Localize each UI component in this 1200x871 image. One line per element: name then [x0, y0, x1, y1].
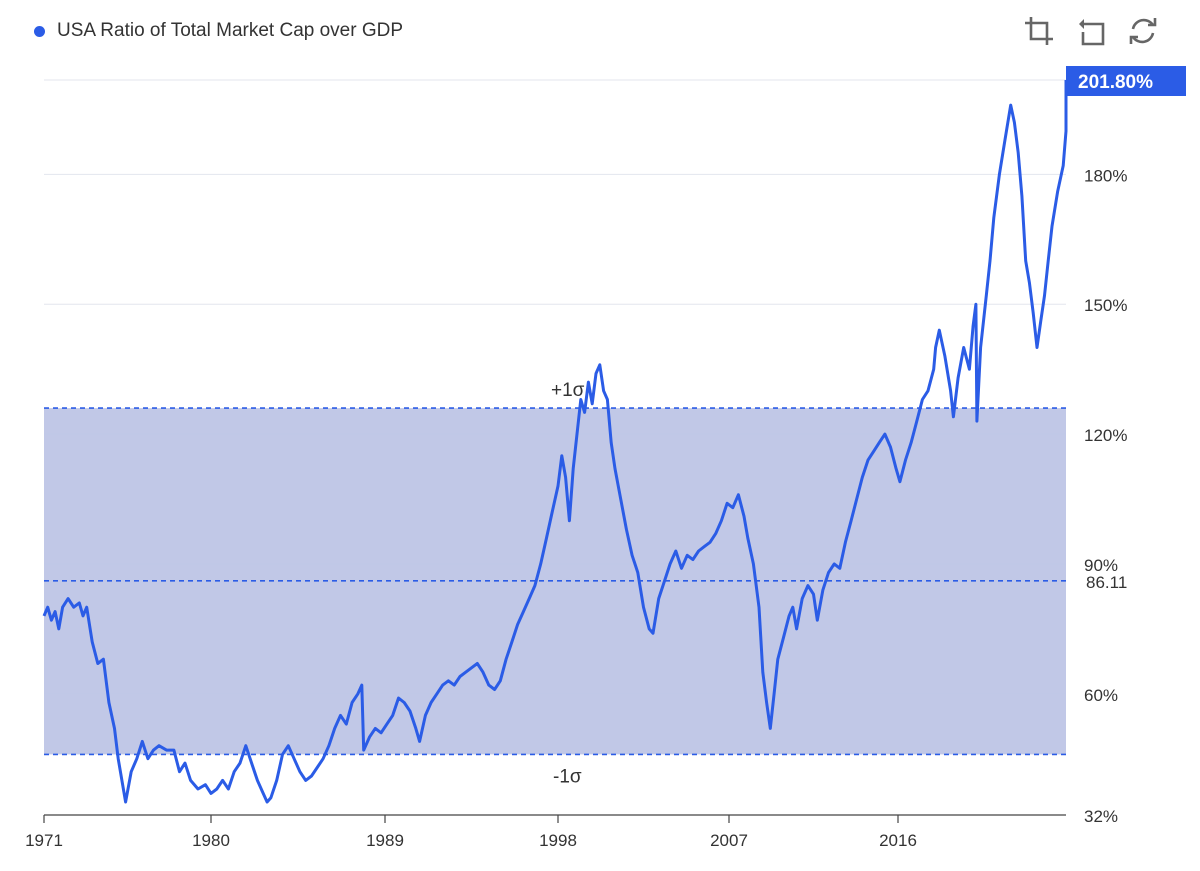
x-tick-label: 2007	[710, 831, 748, 850]
legend-marker	[34, 25, 45, 37]
y-tick-label: 180%	[1084, 166, 1127, 185]
y-axis-ticks: 32% 60% 90% 120% 150% 180%	[1084, 166, 1127, 826]
legend-label: USA Ratio of Total Market Cap over GDP	[57, 20, 404, 41]
zoom-area-icon	[1025, 17, 1053, 45]
plus-one-sigma-label: +1σ	[551, 380, 585, 401]
y-tick-label: 32%	[1084, 807, 1118, 826]
x-tick-label: 1998	[539, 831, 577, 850]
legend[interactable]: USA Ratio of Total Market Cap over GDP	[34, 20, 403, 42]
last-value-badge-bg	[1066, 66, 1186, 96]
series-line	[42, 80, 1068, 804]
last-value-badge: 201.80%	[1066, 66, 1186, 96]
x-tick-label: 2016	[879, 831, 917, 850]
zoom-reset-button[interactable]	[1074, 14, 1108, 48]
y-tick-label: 90%	[1084, 556, 1118, 575]
zoom-area-button[interactable]	[1022, 14, 1056, 48]
minus-one-sigma-label: -1σ	[553, 766, 582, 787]
last-value-label: 201.80%	[1078, 72, 1153, 93]
x-tick-label: 1989	[366, 831, 404, 850]
mean-label: 86.11	[1086, 573, 1127, 592]
restore-icon	[1129, 18, 1157, 44]
restore-button[interactable]	[1126, 14, 1160, 48]
zoom-reset-icon	[1079, 19, 1105, 46]
y-tick-label: 60%	[1084, 686, 1118, 705]
y-tick-label: 150%	[1084, 296, 1127, 315]
x-tick-label: 1971	[25, 831, 63, 850]
x-tick-label: 1980	[192, 831, 230, 850]
x-axis-ticks: 1971 1980 1989 1998 2007 2016	[25, 815, 917, 850]
y-tick-label: 120%	[1084, 426, 1127, 445]
chart-toolbar	[1022, 14, 1160, 48]
